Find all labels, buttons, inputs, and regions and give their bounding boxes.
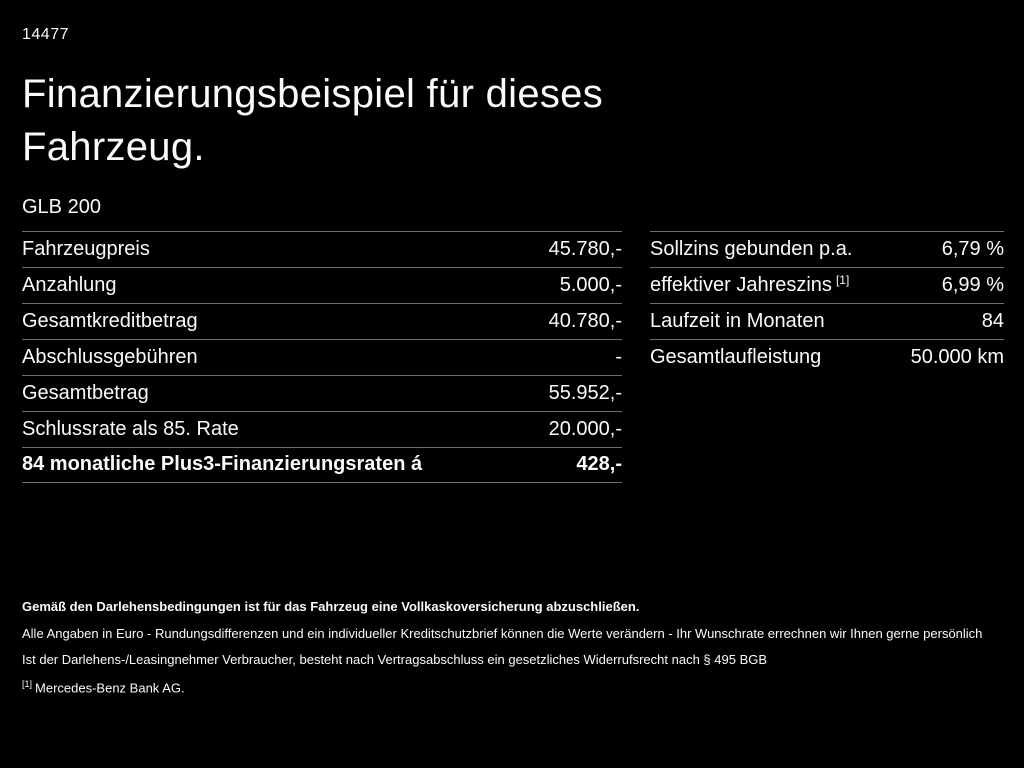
row-value: 20.000,- [548, 417, 622, 440]
page-title: Finanzierungsbeispiel für dieses Fahrzeug… [22, 68, 1004, 174]
row-value: 45.780,- [548, 237, 622, 260]
page-title-line-1: Finanzierungsbeispiel für dieses [22, 72, 604, 116]
row-label: Schlussrate als 85. Rate [22, 417, 239, 440]
legal-line-euro-note: Alle Angaben in Euro - Rundungsdifferenz… [22, 625, 983, 641]
table-row: Gesamtbetrag 55.952,- [22, 374, 622, 411]
table-row: 84 monatliche Plus3-Finanzierungsraten á… [22, 446, 622, 483]
row-label: Abschlussgebühren [22, 345, 198, 368]
legal-line-widerruf: Ist der Darlehens-/Leasingnehmer Verbrau… [22, 652, 768, 668]
table-row: Anzahlung 5.000,- [22, 266, 622, 303]
row-value: 428,- [576, 453, 622, 476]
row-label: effektiver Jahreszins [650, 273, 832, 296]
row-value: 40.780,- [548, 309, 622, 332]
row-value: 50.000 km [910, 345, 1004, 368]
table-row: Gesamtkreditbetrag 40.780,- [22, 302, 622, 339]
row-value: 5.000,- [559, 273, 622, 296]
row-label: Laufzeit in Monaten [650, 309, 825, 332]
row-value: 6,99 % [941, 273, 1004, 296]
table-row: Abschlussgebühren - [22, 338, 622, 375]
table-row: effektiver Jahreszins [1] 6,99 % [650, 266, 1004, 303]
vehicle-id: 14477 [22, 26, 69, 43]
row-label: Gesamtkreditbetrag [22, 309, 198, 332]
table-row: Laufzeit in Monaten 84 [650, 302, 1004, 339]
row-label: Gesamtlaufleistung [650, 345, 822, 368]
row-value: 84 [981, 309, 1004, 332]
financing-amounts-table: Fahrzeugpreis 45.780,- Anzahlung 5.000,- Ges… [22, 230, 622, 483]
row-label: Anzahlung [22, 273, 117, 296]
table-row: Sollzins gebunden p.a. 6,79 % [650, 230, 1004, 267]
row-label: Gesamtbetrag [22, 381, 149, 404]
model-name: GLB 200 [22, 195, 101, 218]
row-label: Fahrzeugpreis [22, 237, 150, 260]
financing-offer-page: 14477 Finanzierungsbeispiel für dieses Fa… [22, 26, 1004, 695]
table-row: Fahrzeugpreis 45.780,- [22, 230, 622, 267]
row-value: 55.952,- [548, 381, 622, 404]
row-label: Sollzins gebunden p.a. [650, 237, 853, 260]
financing-conditions-table: Sollzins gebunden p.a. 6,79 % effektiver J… [650, 230, 1004, 375]
table-row: Schlussrate als 85. Rate 20.000,- [22, 410, 622, 447]
legal-footer: Gemäß den Darlehensbedingungen ist für d… [22, 598, 1004, 706]
row-value: 6,79 % [941, 237, 1004, 260]
financing-tables: Fahrzeugpreis 45.780,- Anzahlung 5.000,- Ges… [22, 230, 1004, 483]
footnote-marker: [1] [22, 678, 33, 689]
page-title-line-2: Fahrzeug. [22, 124, 205, 169]
table-row: Gesamtlaufleistung 50.000 km [650, 338, 1004, 375]
footnote-text: Mercedes-Benz Bank AG. [35, 679, 185, 695]
footnote-reference-marker: [1] [835, 272, 850, 287]
row-label: 84 monatliche Plus3-Finanzierungsraten á [22, 453, 423, 476]
legal-line-insurance: Gemäß den Darlehensbedingungen ist für d… [22, 599, 640, 614]
footnote: [1] Mercedes-Benz Bank AG. [22, 678, 1004, 697]
row-value: - [615, 345, 622, 368]
